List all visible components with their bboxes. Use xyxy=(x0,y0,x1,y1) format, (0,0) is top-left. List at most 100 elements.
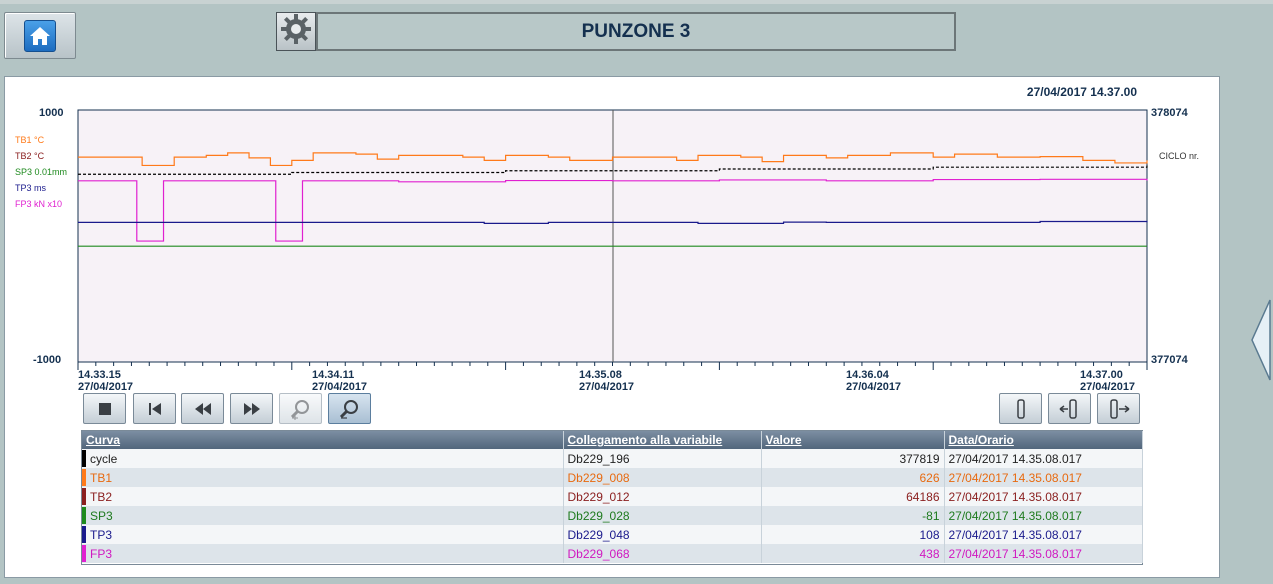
table-cell-curve: cycle xyxy=(82,449,564,468)
fast-forward-icon xyxy=(243,402,260,415)
x-tick-label: 14.35.08 27/04/2017 xyxy=(579,369,634,393)
color-swatch xyxy=(82,545,86,562)
ruler-right-button[interactable] xyxy=(1097,393,1140,424)
first-button[interactable] xyxy=(133,393,176,424)
table-row[interactable]: TP3 Db229_048 108 27/04/2017 14.35.08.017 xyxy=(82,525,1143,544)
zoom-in-button[interactable] xyxy=(279,393,322,424)
legend-item: TB1 °C xyxy=(15,135,45,145)
curve-name: FP3 xyxy=(90,546,113,561)
x-tick-date: 27/04/2017 xyxy=(579,381,635,393)
color-swatch xyxy=(82,469,86,486)
rewind-button[interactable] xyxy=(181,393,224,424)
home-button[interactable] xyxy=(4,12,76,59)
x-tick-label: 14.37.00 27/04/2017 xyxy=(1080,369,1135,393)
table-cell-variable: Db229_196 xyxy=(563,449,762,468)
curve-name: cycle xyxy=(90,451,118,466)
color-swatch xyxy=(82,450,86,467)
table-cell-value: 64186 xyxy=(761,487,945,506)
series-line-tb1 xyxy=(78,152,1148,167)
table-cell-value: 108 xyxy=(761,525,945,544)
settings-button[interactable] xyxy=(276,12,316,51)
value-table: Curva Collegamento alla variabile Valore… xyxy=(82,431,1143,563)
stop-button[interactable] xyxy=(83,393,126,424)
x-tick-date: 27/04/2017 xyxy=(312,381,368,393)
legend-item: TB2 °C xyxy=(15,151,45,161)
x-tick-date: 27/04/2017 xyxy=(1080,381,1136,393)
table-cell-datetime: 27/04/2017 14.35.08.017 xyxy=(944,506,1143,525)
side-panel-toggle[interactable] xyxy=(1250,298,1272,382)
table-row[interactable]: TB1 Db229_008 626 27/04/2017 14.35.08.017 xyxy=(82,468,1143,487)
color-swatch xyxy=(82,507,86,524)
column-header-curve[interactable]: Curva xyxy=(82,431,564,449)
x-tick-date: 27/04/2017 xyxy=(78,381,134,393)
trend-chart[interactable] xyxy=(5,77,1219,377)
column-header-variable[interactable]: Collegamento alla variabile xyxy=(563,431,762,449)
x-tick-time: 14.34.11 xyxy=(312,369,355,381)
table-cell-datetime: 27/04/2017 14.35.08.017 xyxy=(944,449,1143,468)
series-line-fp3 xyxy=(78,178,1148,242)
table-row[interactable]: SP3 Db229_028 -81 27/04/2017 14.35.08.017 xyxy=(82,506,1143,525)
right-axis-max: 378074 xyxy=(1151,107,1188,119)
home-icon xyxy=(24,19,56,52)
table-cell-variable: Db229_068 xyxy=(563,544,762,563)
x-tick-time: 14.36.04 xyxy=(846,369,889,381)
left-axis-min: -1000 xyxy=(33,354,62,366)
table-cell-curve: TB1 xyxy=(82,468,564,487)
rewind-icon xyxy=(194,402,211,415)
table-cell-variable: Db229_028 xyxy=(563,506,762,525)
table-cell-curve: TP3 xyxy=(82,525,564,544)
table-cell-datetime: 27/04/2017 14.35.08.017 xyxy=(944,468,1143,487)
curve-name: SP3 xyxy=(90,508,113,523)
x-tick-time: 14.37.00 xyxy=(1080,369,1123,381)
x-tick-time: 14.35.08 xyxy=(579,369,622,381)
ruler-right-icon xyxy=(1109,398,1129,419)
table-cell-datetime: 27/04/2017 14.35.08.017 xyxy=(944,487,1143,506)
curve-name: TP3 xyxy=(90,527,113,542)
stop-icon xyxy=(98,402,111,415)
legend-item: FP3 kN x10 xyxy=(15,199,63,209)
table-row[interactable]: cycle Db229_196 377819 27/04/2017 14.35.08.… xyxy=(82,449,1143,468)
forward-button[interactable] xyxy=(230,393,273,424)
table-cell-value: 626 xyxy=(761,468,945,487)
table-cell-value: 438 xyxy=(761,544,945,563)
ruler-left-button[interactable] xyxy=(1048,393,1091,424)
zoom-out-button[interactable] xyxy=(328,393,371,424)
column-header-datetime[interactable]: Data/Orario xyxy=(944,431,1143,449)
curve-name: TB1 xyxy=(90,470,113,485)
legend-item: TP3 ms xyxy=(15,183,47,193)
table-cell-variable: Db229_012 xyxy=(563,487,762,506)
table-cell-datetime: 27/04/2017 14.35.08.017 xyxy=(944,544,1143,563)
ruler-left-icon xyxy=(1059,398,1077,419)
x-tick-date: 27/04/2017 xyxy=(846,381,902,393)
trend-panel: 27/04/2017 14.37.00 TB1 °C TB2 °C SP3 0.01… xyxy=(4,76,1220,578)
curve-name: TB2 xyxy=(90,489,113,504)
right-axis-min: 377074 xyxy=(1151,354,1188,366)
zoom-in-icon xyxy=(290,399,309,420)
table-cell-variable: Db229_008 xyxy=(563,468,762,487)
ruler-button[interactable] xyxy=(999,393,1042,424)
left-axis-max: 1000 xyxy=(39,107,64,119)
table-cell-value: -81 xyxy=(761,506,945,525)
x-tick-label: 14.36.04 27/04/2017 xyxy=(846,369,901,393)
legend-item: SP3 0.01mm xyxy=(15,167,68,177)
chevron-left-icon xyxy=(1251,299,1271,381)
ciclo-label: CICLO nr. xyxy=(1159,151,1200,161)
ruler-icon xyxy=(1016,398,1025,419)
table-cell-variable: Db229_048 xyxy=(563,525,762,544)
top-strip xyxy=(0,0,1273,4)
table-cell-curve: FP3 xyxy=(82,544,564,563)
current-datetime: 27/04/2017 14.37.00 xyxy=(1026,85,1137,99)
color-swatch xyxy=(82,526,86,543)
table-row[interactable]: TB2 Db229_012 64186 27/04/2017 14.35.08.017 xyxy=(82,487,1143,506)
value-table-frame xyxy=(81,430,1143,565)
color-swatch xyxy=(82,488,86,505)
x-tick-label: 14.34.11 27/04/2017 xyxy=(312,369,367,393)
column-header-value[interactable]: Valore xyxy=(761,431,945,449)
x-tick-label: 14.33.15 27/04/2017 xyxy=(78,369,133,393)
table-cell-datetime: 27/04/2017 14.35.08.017 xyxy=(944,525,1143,544)
table-row[interactable]: FP3 Db229_068 438 27/04/2017 14.35.08.017 xyxy=(82,544,1143,563)
zoom-out-icon xyxy=(339,399,358,419)
series-line-tp3 xyxy=(78,220,1148,224)
series-line-cycle xyxy=(78,165,1148,175)
table-cell-value: 377819 xyxy=(761,449,945,468)
